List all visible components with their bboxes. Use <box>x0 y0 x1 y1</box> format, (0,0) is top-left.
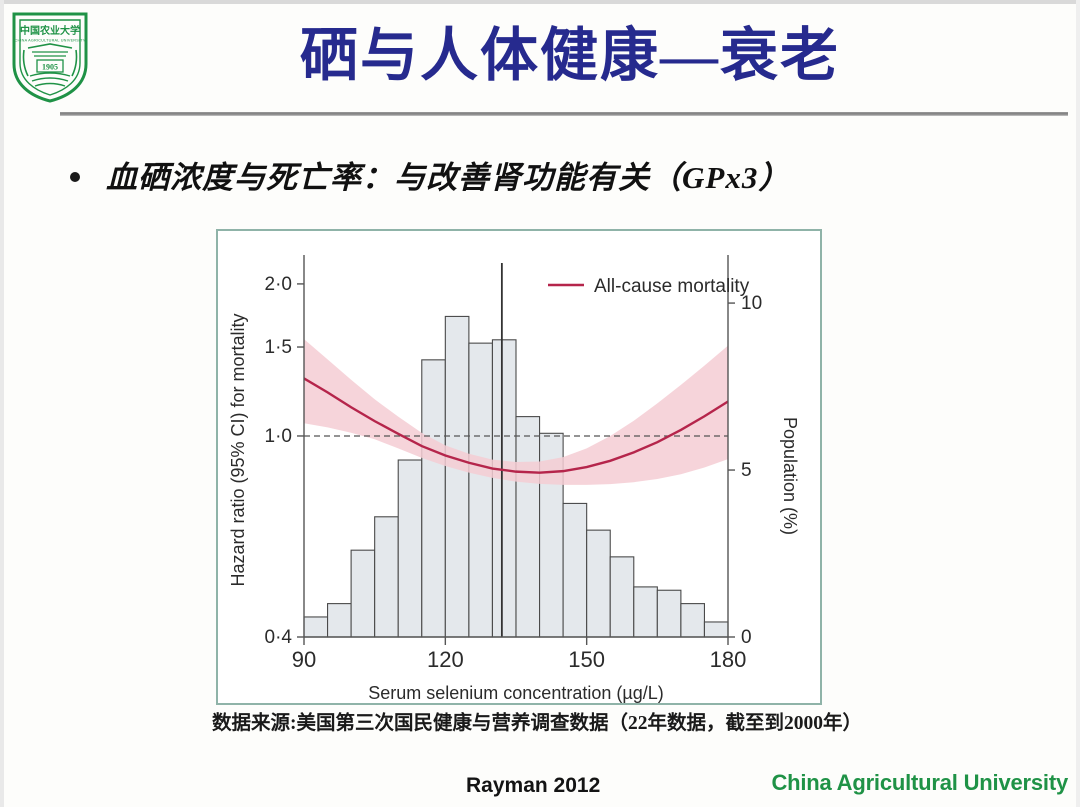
header-divider <box>60 112 1068 116</box>
y2-tick-label: 10 <box>741 293 762 314</box>
histogram-bar <box>586 529 611 638</box>
histogram-bar <box>515 416 541 638</box>
svg-text:CHINA AGRICULTURAL UNIVERSITY: CHINA AGRICULTURAL UNIVERSITY <box>15 39 86 43</box>
y-tick-label: 0·4 <box>265 627 293 648</box>
slide-title-band: 硒与人体健康—衰老 <box>240 12 900 100</box>
china-agricultural-university-logo-icon: 中国农业大学 CHINA AGRICULTURAL UNIVERSITY 190… <box>8 8 92 104</box>
legend-label-all-cause-mortality: All-cause mortality <box>594 276 750 297</box>
histogram-bar <box>468 342 493 638</box>
y-tick-label: 2·0 <box>265 274 292 295</box>
histogram-bar <box>680 603 706 638</box>
mortality-vs-selenium-chart: 0·4 1·0 1·5 2·0 0 5 10 90 120 150 180 Serum seleniu… <box>228 255 800 703</box>
x-tick-label: 90 <box>292 647 316 672</box>
histogram-bar <box>444 315 470 638</box>
slide-right-edge <box>1076 0 1080 807</box>
histogram-bar <box>656 589 682 638</box>
confidence-band <box>304 339 728 485</box>
y2-tick-label: 0 <box>741 627 752 648</box>
bullet-dot-icon <box>70 172 80 182</box>
histogram-bar <box>609 556 635 638</box>
y2-axis-label: Population (%) <box>780 417 800 535</box>
histogram-bar <box>491 339 517 638</box>
histogram-bar <box>562 502 588 638</box>
x-axis-label: Serum selenium concentration (µg/L) <box>368 683 664 703</box>
svg-text:1905: 1905 <box>42 63 58 72</box>
figure-caption: 数据来源:美国第三次国民健康与营养调查数据（22年数据，截至到2000年） <box>212 713 862 734</box>
y-tick-label: 1·5 <box>265 337 292 358</box>
x-tick-label: 120 <box>427 647 464 672</box>
histogram-bar <box>350 549 376 638</box>
figure-container: 0·4 1·0 1·5 2·0 0 5 10 90 120 150 180 Serum seleniu… <box>216 229 822 705</box>
bullet-line: 血硒浓度与死亡率：与改善肾功能有关（GPx3） <box>70 152 1020 197</box>
mortality-curve <box>303 377 729 474</box>
y2-tick-label: 5 <box>741 460 752 481</box>
histogram-bar <box>374 516 399 638</box>
y-tick-label: 1·0 <box>265 426 292 447</box>
page-title: 硒与人体健康—衰老 <box>299 23 840 88</box>
x-tick-label: 150 <box>568 647 605 672</box>
y-axis-label: Hazard ratio (95% CI) for mortality <box>228 313 248 586</box>
source-citation: Rayman 2012 <box>466 774 601 797</box>
slide-top-edge <box>0 0 1080 4</box>
x-tick-label: 180 <box>710 647 747 672</box>
histogram-bar <box>397 459 423 638</box>
bullet-text: 血硒浓度与死亡率：与改善肾功能有关（GPx3） <box>106 160 791 195</box>
histogram-bar <box>327 603 352 638</box>
slide-header: 中国农业大学 CHINA AGRICULTURAL UNIVERSITY 190… <box>0 0 1080 118</box>
histogram-bar <box>421 359 446 638</box>
histogram-bar <box>303 616 329 638</box>
university-watermark: China Agricultural University <box>771 770 1068 795</box>
slide-left-edge <box>0 0 4 807</box>
histogram-bar <box>703 621 729 638</box>
histogram-bar <box>633 586 658 638</box>
svg-text:中国农业大学: 中国农业大学 <box>20 24 80 37</box>
